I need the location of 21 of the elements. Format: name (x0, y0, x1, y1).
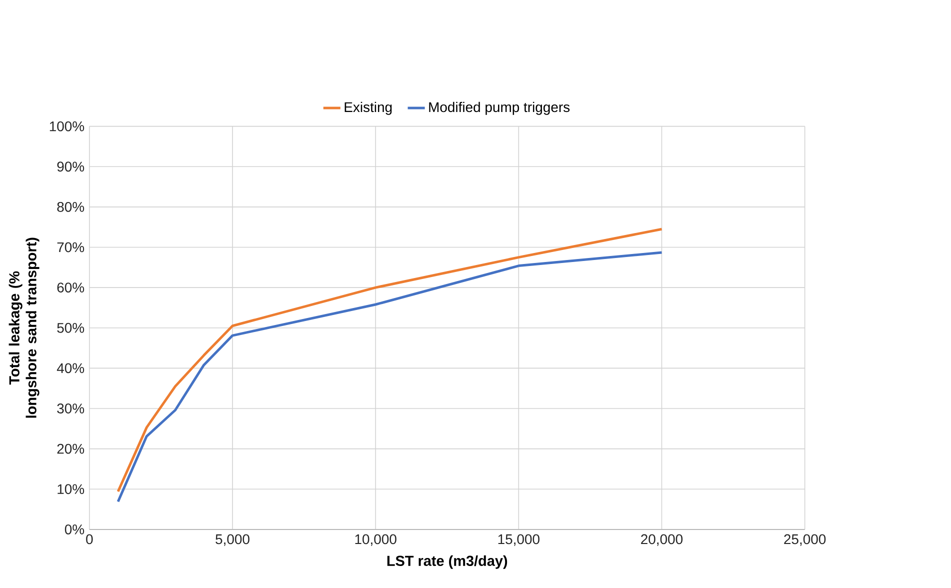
x-tick-label: 5,000 (216, 534, 250, 546)
y-tick-label: 0% (64, 524, 84, 535)
y-tick-label: 100% (50, 122, 84, 132)
y-axis-title: Total leakage (% longshore sand transport) (8, 238, 40, 418)
legend-label: Existing (344, 102, 392, 116)
y-tick-label: 70% (57, 242, 84, 252)
y-tick-label: 30% (57, 404, 84, 414)
y-tick-label: 50% (57, 323, 84, 334)
y-tick-label: 80% (57, 202, 84, 212)
y-tick-label: 90% (57, 162, 84, 172)
x-tick-label: 25,000 (784, 534, 826, 546)
x-tick-label: 0 (86, 534, 93, 544)
x-axis-title: LST rate (m3/day) (387, 556, 508, 570)
y-tick-label: 10% (58, 484, 84, 494)
legend-label: Modified pump triggers (429, 102, 570, 116)
x-tick-label: 15,000 (498, 534, 540, 546)
x-tick-label: 20,000 (641, 534, 683, 546)
y-tick-label: 20% (57, 444, 84, 454)
y-tick-label: 60% (57, 282, 84, 293)
x-tick-label: 10,000 (355, 534, 396, 546)
y-tick-label: 40% (56, 363, 84, 374)
